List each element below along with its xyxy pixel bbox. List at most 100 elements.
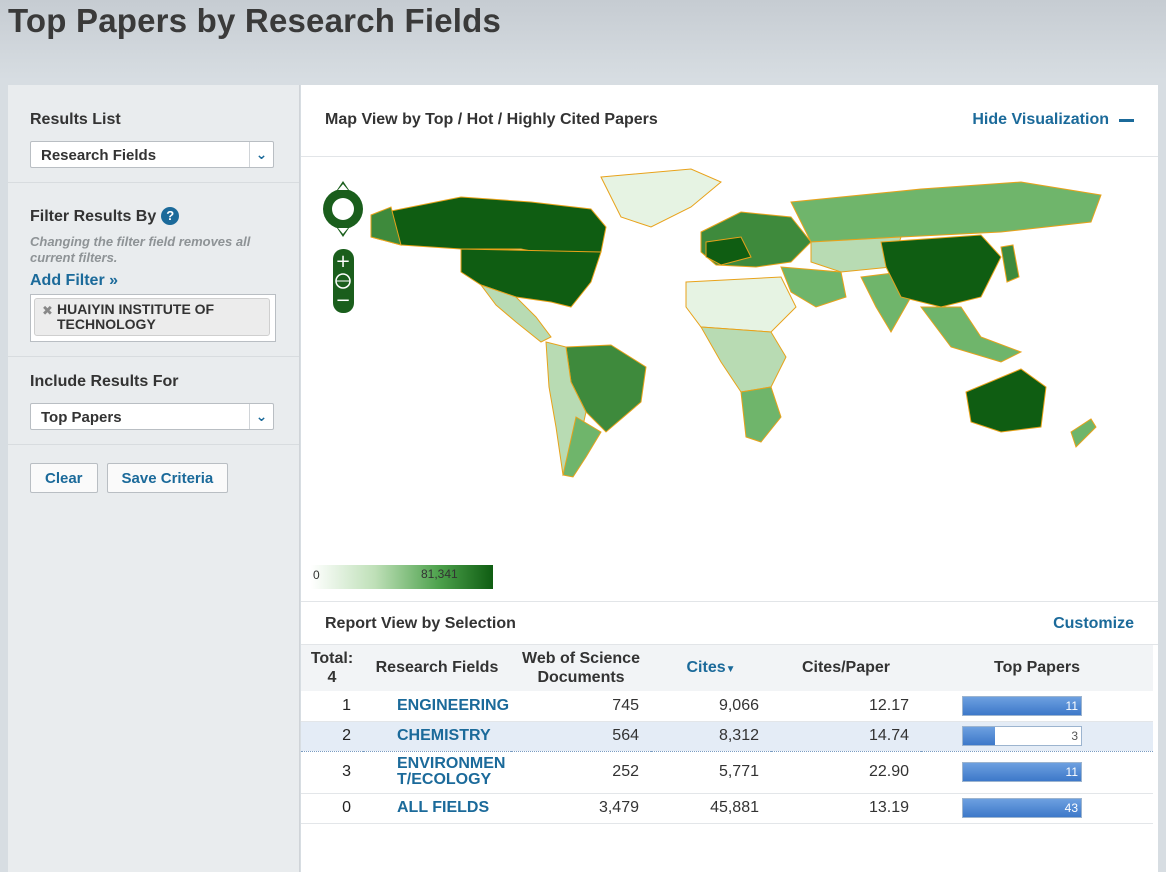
region-middle-east <box>780 266 847 308</box>
cites-header[interactable]: Cites▼ <box>651 645 771 691</box>
row-rank: 0 <box>301 793 363 824</box>
table-row[interactable]: 1 ENGINEERING 745 9,066 12.17 11 <box>301 691 1153 722</box>
report-body: 1 ENGINEERING 745 9,066 12.17 11 2 CHEMI… <box>301 691 1153 824</box>
row-docs: 564 <box>511 720 651 752</box>
row-rank: 2 <box>301 720 363 752</box>
include-label: Include Results For <box>30 373 179 390</box>
chevron-down-icon[interactable]: ⌄ <box>249 404 273 429</box>
table-row[interactable]: 3 ENVIRONMENT/ECOLOGY 252 5,771 22.90 11 <box>301 751 1153 794</box>
region-china <box>880 234 1002 308</box>
sort-down-icon: ▼ <box>725 664 736 675</box>
region-greenland <box>600 168 722 228</box>
filter-section: Filter Results By? Changing the filter f… <box>8 183 299 357</box>
row-docs: 252 <box>511 751 651 794</box>
top-papers-bar-fill <box>963 763 1081 781</box>
region-alaska <box>370 206 402 246</box>
region-mexico <box>479 284 552 343</box>
row-field-link[interactable]: CHEMISTRY <box>363 720 511 752</box>
include-select[interactable]: Top Papers ⌄ <box>30 403 274 430</box>
row-rank: 3 <box>301 751 363 794</box>
map-pan-control[interactable] <box>323 181 363 237</box>
map-legend: 0 81,341 <box>311 565 493 589</box>
research-fields-header[interactable]: Research Fields <box>363 645 511 691</box>
filter-label: Filter Results By <box>30 208 157 225</box>
row-cites: 9,066 <box>651 691 771 722</box>
region-central-asia <box>810 236 902 273</box>
region-western-europe <box>705 236 752 266</box>
customize-link[interactable]: Customize <box>1053 615 1134 632</box>
row-rank: 1 <box>301 691 363 722</box>
region-japan <box>1000 244 1020 283</box>
region-argentina <box>562 416 602 478</box>
cites-per-paper-header[interactable]: Cites/Paper <box>771 645 921 691</box>
results-list-select[interactable]: Research Fields ⌄ <box>30 141 274 168</box>
top-papers-bar: 43 <box>962 798 1082 818</box>
legend-max: 81,341 <box>421 567 458 581</box>
region-australia <box>965 368 1047 433</box>
include-value: Top Papers <box>41 409 122 426</box>
sidebar: Results List Research Fields ⌄ Filter Re… <box>8 85 300 872</box>
report-header: Report View by Selection Customize <box>301 601 1158 645</box>
top-papers-bar-fill <box>963 799 1081 817</box>
top-papers-value: 11 <box>1065 698 1078 713</box>
report-table: Total: 4 Research Fields Web of Science … <box>301 645 1153 824</box>
row-cites-per-paper: 22.90 <box>771 751 921 794</box>
add-filter-link[interactable]: Add Filter » <box>30 272 119 289</box>
help-icon[interactable]: ? <box>161 207 180 225</box>
row-docs: 745 <box>511 691 651 722</box>
top-papers-value: 43 <box>1064 801 1078 815</box>
region-canada <box>370 196 607 258</box>
total-header: Total: 4 <box>301 645 363 691</box>
zoom-out-icon[interactable]: − <box>335 290 350 311</box>
save-criteria-button[interactable]: Save Criteria <box>106 463 229 493</box>
filter-box: ✖ HUAIYIN INSTITUTE OF TECHNOLOGY <box>30 294 276 342</box>
row-field-link[interactable]: ENVIRONMENT/ECOLOGY <box>363 751 511 794</box>
top-papers-bar-fill <box>963 696 1081 715</box>
hide-visualization-link[interactable]: Hide Visualization <box>972 111 1134 129</box>
top-papers-bar: 3 <box>962 726 1082 746</box>
row-field-link[interactable]: ENGINEERING <box>363 691 511 722</box>
page-title: Top Papers by Research Fields <box>8 2 502 39</box>
top-papers-bar: 11 <box>962 762 1082 782</box>
filter-chip: ✖ HUAIYIN INSTITUTE OF TECHNOLOGY <box>34 298 270 336</box>
row-cites: 45,881 <box>651 793 771 824</box>
region-usa <box>460 248 602 308</box>
documents-header[interactable]: Web of Science Documents <box>511 645 651 691</box>
report-title: Report View by Selection <box>325 615 516 632</box>
table-row[interactable]: 2 CHEMISTRY 564 8,312 14.74 3 <box>301 720 1153 752</box>
row-cites-per-paper: 14.74 <box>771 720 921 752</box>
minus-icon <box>1119 118 1134 122</box>
total-count: 4 <box>327 669 337 686</box>
top-papers-bar: 11 <box>962 695 1082 716</box>
top-papers-value: 3 <box>1071 729 1078 743</box>
region-russia <box>790 181 1102 243</box>
row-cites-per-paper: 13.19 <box>771 793 921 824</box>
top-papers-value: 11 <box>1065 765 1078 779</box>
main-panel: Map View by Top / Hot / Highly Cited Pap… <box>301 85 1158 872</box>
results-list-section: Results List Research Fields ⌄ <box>8 85 299 183</box>
region-southeast-asia <box>920 306 1023 363</box>
clear-button[interactable]: Clear <box>30 463 98 493</box>
row-field-link[interactable]: ALL FIELDS <box>363 793 511 824</box>
region-new-zealand <box>1070 418 1097 448</box>
row-docs: 3,479 <box>511 793 651 824</box>
hide-visualization-label: Hide Visualization <box>972 111 1109 128</box>
chevron-down-icon[interactable]: ⌄ <box>249 142 273 167</box>
row-cites-per-paper: 12.17 <box>771 691 921 722</box>
world-map-svg[interactable]: + − <box>301 157 1158 601</box>
results-list-value: Research Fields <box>41 147 157 164</box>
world-map[interactable]: + − <box>301 157 1158 601</box>
region-southern-africa <box>740 386 782 443</box>
zoom-in-icon[interactable]: + <box>335 251 350 272</box>
table-row[interactable]: 0 ALL FIELDS 3,479 45,881 13.19 43 <box>301 793 1153 824</box>
row-cites: 5,771 <box>651 751 771 794</box>
map-title: Map View by Top / Hot / Highly Cited Pap… <box>325 111 658 128</box>
countries <box>370 168 1102 478</box>
results-list-label: Results List <box>30 111 121 128</box>
filter-note: Changing the filter field removes all cu… <box>30 234 251 265</box>
remove-filter-icon[interactable]: ✖ <box>42 303 53 318</box>
button-row: Clear Save Criteria <box>8 445 299 511</box>
top-papers-bar-fill <box>963 727 995 745</box>
top-papers-header[interactable]: Top Papers <box>921 645 1153 691</box>
row-cites: 8,312 <box>651 720 771 752</box>
